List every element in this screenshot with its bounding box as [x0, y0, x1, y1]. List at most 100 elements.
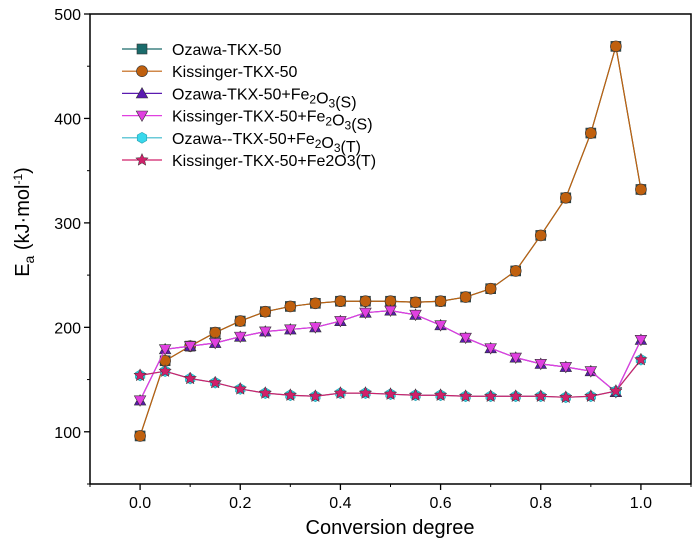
x-tick-label: 0.4: [329, 495, 351, 512]
y-tick-label: 500: [54, 7, 81, 24]
data-point: [508, 389, 523, 403]
data-point: [283, 388, 298, 402]
data-point: [585, 127, 597, 139]
data-point: [158, 364, 172, 377]
data-point: [533, 389, 548, 403]
data-point: [559, 362, 573, 374]
data-point: [308, 389, 323, 403]
data-point: [635, 183, 647, 196]
data-point: [209, 326, 222, 339]
series-2: [134, 40, 647, 442]
data-point: [408, 388, 423, 402]
data-point: [384, 305, 397, 317]
data-point: [483, 389, 498, 403]
data-point: [284, 324, 297, 336]
data-point: [383, 387, 398, 400]
legend-label: Ozawa-TKX-50+Fe2O3(S): [172, 86, 357, 111]
data-point: [609, 383, 623, 397]
y-tick-label: 300: [54, 216, 81, 233]
data-point: [284, 300, 297, 313]
data-point: [359, 295, 372, 308]
series-6: [133, 352, 648, 404]
legend-item: Ozawa--TKX-50+Fe2O3(T): [122, 131, 361, 156]
data-point: [183, 341, 197, 353]
data-point: [208, 375, 223, 389]
data-point: [233, 331, 247, 344]
legend: Ozawa-TKX-50 Kissinger-TKX-50 Ozawa-TKX-50…: [122, 42, 376, 170]
legend-item: Kissinger-TKX-50+Fe2O3(S): [122, 109, 373, 134]
y-axis-title-unit-end: ): [12, 167, 34, 174]
data-point: [534, 358, 548, 371]
data-point: [484, 282, 497, 295]
legend-item: Kissinger-TKX-50+Fe2O3(T): [122, 152, 376, 170]
data-point: [409, 296, 422, 309]
data-point: [234, 315, 247, 327]
y-tick-label: 400: [54, 111, 81, 128]
data-point: [433, 388, 448, 402]
data-point: [559, 192, 572, 204]
data-point: [134, 430, 146, 442]
data-point: [434, 295, 447, 308]
data-point: [409, 309, 422, 322]
data-point: [458, 389, 473, 403]
plot-frame: [89, 13, 692, 485]
legend-item: Ozawa-TKX-50+Fe2O3(S): [122, 86, 357, 111]
y-tick-label: 100: [54, 425, 81, 442]
data-point: [359, 307, 372, 320]
data-point: [534, 229, 547, 242]
x-tick-label: 0.6: [429, 495, 451, 512]
data-point: [558, 390, 573, 404]
x-tick-label: 1.0: [630, 495, 652, 512]
data-point: [634, 352, 648, 366]
legend-item: Kissinger-TKX-50: [122, 64, 297, 81]
data-point: [309, 322, 322, 334]
x-tick-label: 0.8: [530, 495, 552, 512]
legend-label: Kissinger-TKX-50+Fe2O3(S): [172, 109, 373, 134]
data-point: [459, 291, 472, 303]
data-point: [259, 305, 272, 318]
data-point: [183, 371, 197, 385]
data-point: [509, 352, 522, 364]
data-point: [584, 366, 598, 378]
data-point: [333, 385, 348, 399]
data-point: [584, 389, 598, 403]
data-point: [358, 385, 373, 399]
data-point: [158, 344, 172, 356]
x-tick-label: 0.0: [129, 495, 151, 512]
legend-label: Ozawa--TKX-50+Fe2O3(T): [172, 131, 361, 156]
y-axis-title-unit: (kJ·mol: [12, 185, 34, 256]
plot-area: [133, 40, 648, 442]
axes: 0.0 0.2 0.4 0.6 0.8 1.0 100 200 300 400 500: [54, 7, 692, 512]
x-tick-label: 0.2: [229, 495, 251, 512]
legend-label: Kissinger-TKX-50+Fe2O3(T): [172, 153, 376, 170]
legend-marker: [135, 110, 149, 122]
y-axis-title-sub: a: [21, 255, 37, 263]
legend-marker: [136, 43, 148, 55]
data-point: [208, 338, 222, 350]
data-point: [133, 368, 147, 382]
legend-item: Ozawa-TKX-50: [122, 42, 281, 59]
data-point: [434, 320, 447, 332]
legend-label: Kissinger-TKX-50: [172, 64, 297, 81]
data-point: [334, 295, 347, 308]
y-tick-label: 200: [54, 320, 81, 337]
y-axis-title-main: E: [12, 263, 34, 276]
data-point: [258, 385, 273, 399]
y-axis-title: Ea (kJ·mol-1): [11, 167, 37, 277]
data-point: [233, 381, 248, 395]
x-axis-title: Conversion degree: [306, 517, 475, 539]
data-point: [309, 297, 322, 310]
data-point: [484, 343, 497, 355]
data-point: [259, 326, 272, 338]
data-point: [459, 332, 472, 345]
y-axis-title-unit-sup: -1: [11, 174, 25, 185]
legend-marker: [135, 87, 149, 99]
data-point: [133, 395, 147, 407]
legend-marker: [136, 131, 148, 144]
legend-label: Ozawa-TKX-50: [172, 42, 281, 59]
data-point: [509, 265, 522, 277]
legend-marker: [135, 152, 149, 166]
data-point: [334, 316, 347, 328]
data-point: [634, 334, 648, 347]
